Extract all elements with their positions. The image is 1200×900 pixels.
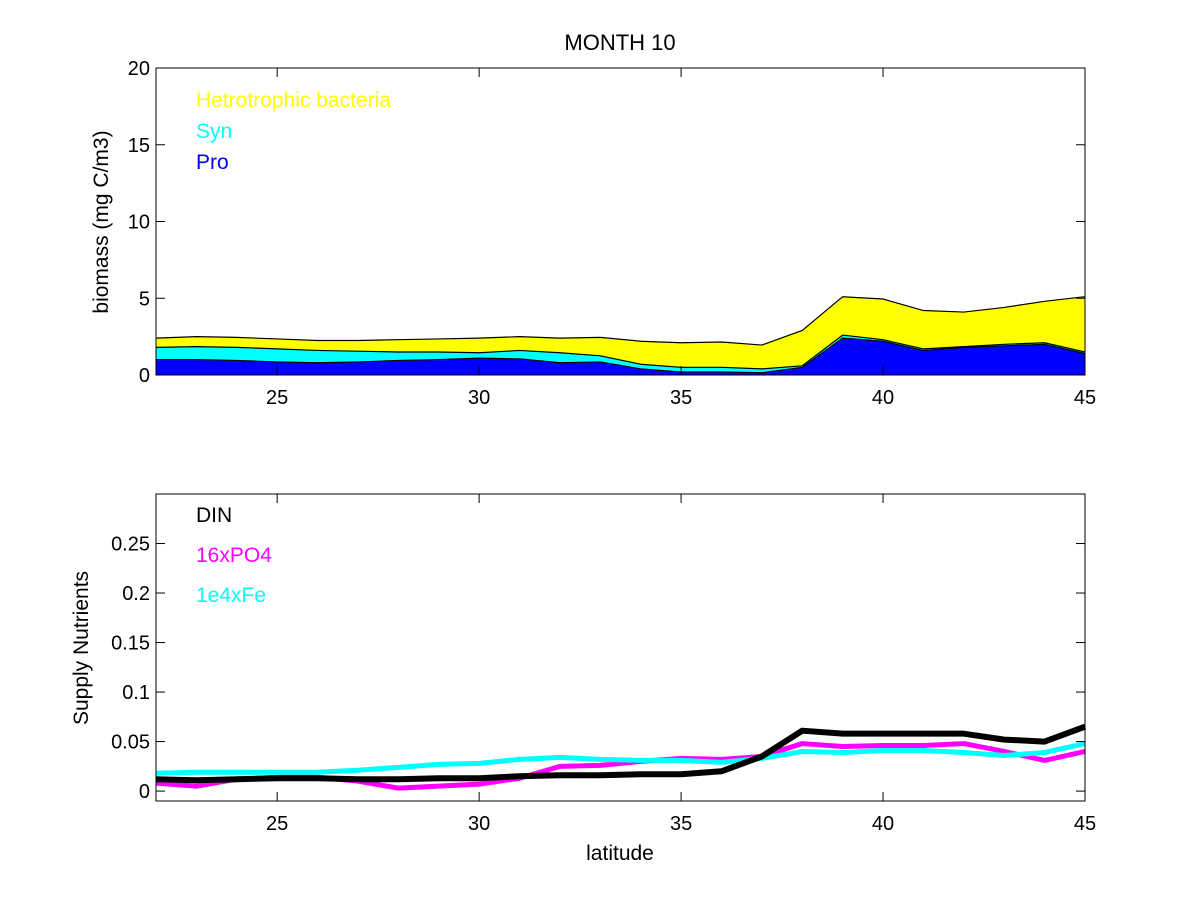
x-tick-label: 30 bbox=[468, 813, 490, 835]
x-tick-label: 40 bbox=[872, 813, 894, 835]
y-tick-label: 15 bbox=[128, 135, 150, 157]
y-tick-label: 0 bbox=[139, 365, 150, 387]
y-tick-label: 0 bbox=[139, 781, 150, 803]
legend-entry: DIN bbox=[196, 504, 232, 527]
legend-entry: 16xPO4 bbox=[196, 544, 272, 567]
x-tick-label: 40 bbox=[872, 387, 894, 409]
y-tick-label: 0.1 bbox=[122, 682, 150, 704]
area-layers bbox=[155, 296, 1086, 375]
y-tick-label: 5 bbox=[139, 288, 150, 310]
x-tick-label: 45 bbox=[1074, 813, 1096, 835]
y-tick-label: 10 bbox=[128, 212, 150, 234]
x-tick-label: 35 bbox=[670, 813, 692, 835]
x-tick-label: 30 bbox=[468, 387, 490, 409]
series-lines bbox=[155, 723, 1087, 791]
y-tick-label: 0.15 bbox=[111, 633, 150, 655]
area-edge bbox=[155, 334, 1086, 370]
area-edge bbox=[155, 296, 1086, 346]
chart-title: MONTH 10 bbox=[564, 30, 675, 55]
nutrients-chart: 25 30 35 40 45 0 0.05 0.1 0.15 0.2 0.25 Supply Nut… bbox=[70, 493, 1096, 865]
y-tick-label: 0.05 bbox=[111, 732, 150, 754]
x-axis-label: latitude bbox=[586, 842, 654, 865]
x-tick-label: 45 bbox=[1074, 387, 1096, 409]
y-tick-label: 0.2 bbox=[122, 583, 150, 605]
plot-frame bbox=[155, 493, 1086, 802]
biomass-chart: MONTH 10 25 30 35 40 45 0 5 10 15 20 biomass (mg … bbox=[90, 30, 1096, 409]
line-1e4xfe bbox=[155, 741, 1086, 776]
x-tick-label: 25 bbox=[266, 387, 288, 409]
axis-ticks: 25 30 35 40 45 0 0.05 0.1 0.15 0.2 0.25 bbox=[111, 494, 1096, 835]
area-edge bbox=[156, 337, 1086, 374]
y-axis-label: biomass (mg C/m3) bbox=[90, 130, 113, 313]
line-din bbox=[155, 723, 1087, 784]
x-tick-label: 35 bbox=[670, 387, 692, 409]
legend-entry: Syn bbox=[196, 120, 232, 143]
y-tick-label: 20 bbox=[128, 58, 150, 80]
legend: Hetrotrophic bacteria Syn Pro bbox=[196, 89, 391, 174]
legend-entry: Hetrotrophic bacteria bbox=[196, 89, 391, 112]
y-axis-label: Supply Nutrients bbox=[70, 571, 93, 725]
axis-ticks: 25 30 35 40 45 0 5 10 15 20 bbox=[128, 58, 1096, 409]
legend-entry: 1e4xFe bbox=[196, 584, 266, 607]
legend-entry: Pro bbox=[196, 151, 229, 174]
y-tick-label: 0.25 bbox=[111, 534, 150, 556]
area-pro bbox=[156, 338, 1085, 375]
x-tick-label: 25 bbox=[266, 813, 288, 835]
legend: DIN 16xPO4 1e4xFe bbox=[196, 504, 272, 607]
